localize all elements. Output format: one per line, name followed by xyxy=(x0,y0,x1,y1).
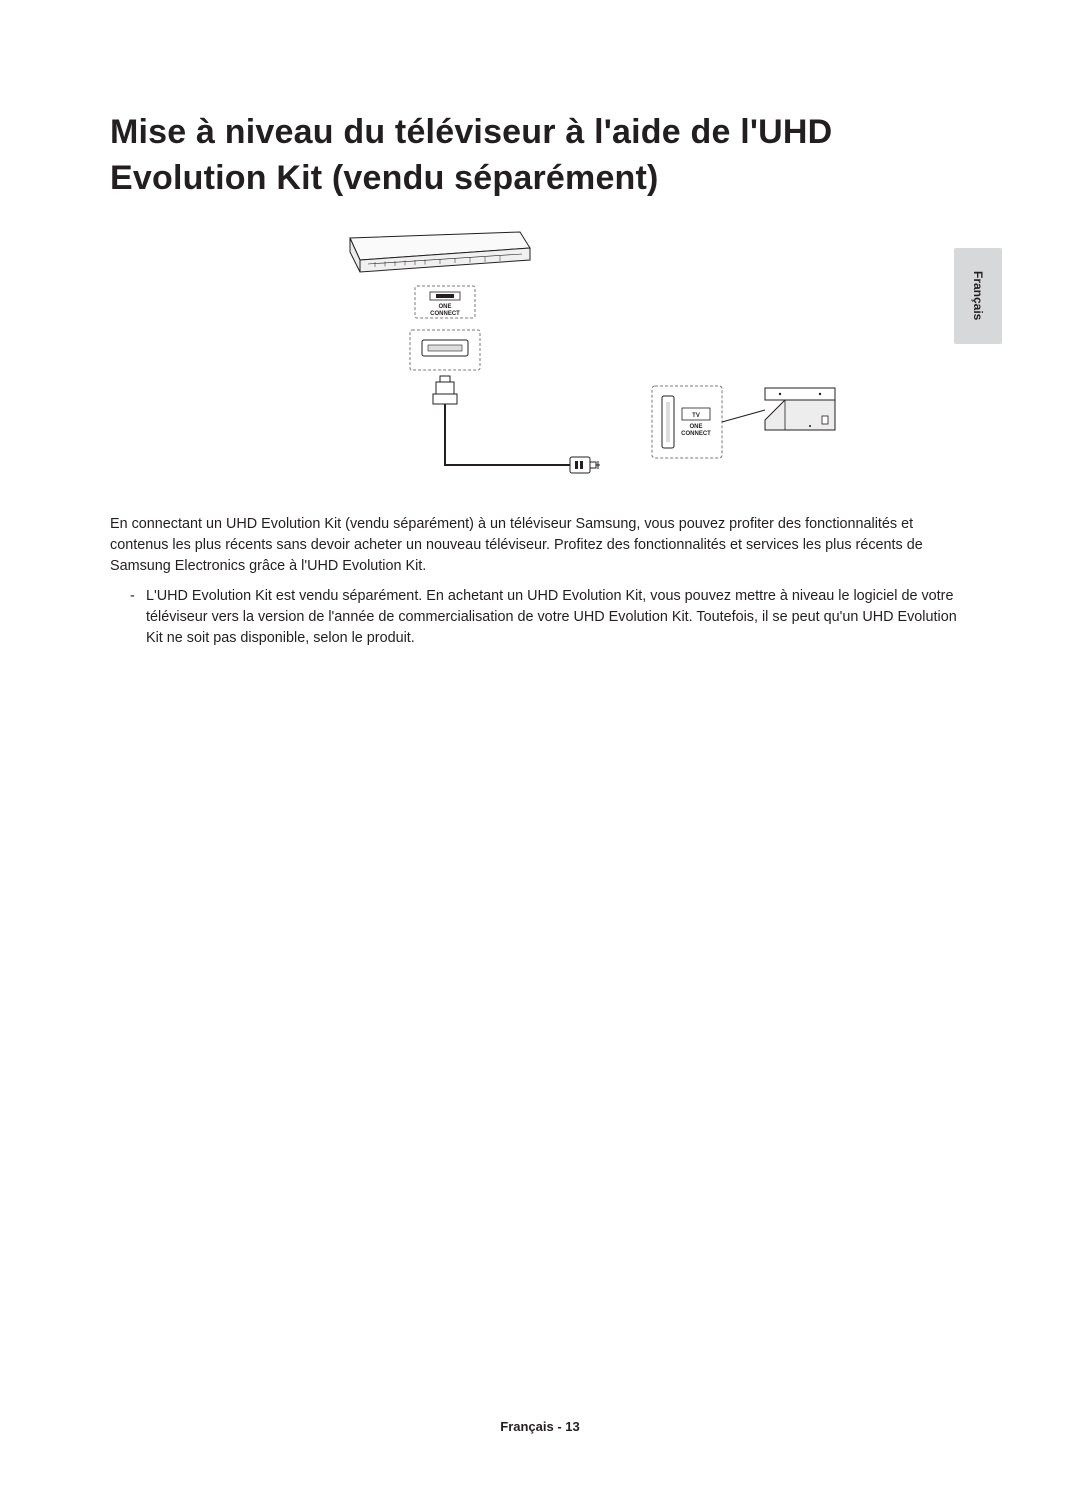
one-connect-port-label-bottom: CONNECT xyxy=(430,311,460,317)
cable-adapter-icon xyxy=(570,457,600,473)
diagram-svg: ONE CONNECT xyxy=(240,230,840,490)
one-connect-box-icon xyxy=(350,232,530,272)
tv-port-label-mid: ONE xyxy=(689,424,702,430)
connection-diagram: ONE CONNECT xyxy=(110,230,970,490)
cable-plug-icon xyxy=(433,376,570,465)
intro-paragraph: En connectant un UHD Evolution Kit (vend… xyxy=(110,514,970,577)
page-footer: Français - 13 xyxy=(0,1419,1080,1434)
language-tab: Français xyxy=(954,248,1002,344)
language-tab-label: Français xyxy=(971,271,985,320)
one-connect-port-label-top: ONE xyxy=(438,304,451,310)
evolution-kit-icon xyxy=(765,388,835,430)
note-item: L'UHD Evolution Kit est vendu séparément… xyxy=(130,586,970,649)
tv-port-label-top: TV xyxy=(692,413,700,419)
note-list: L'UHD Evolution Kit est vendu séparément… xyxy=(110,586,970,649)
page-title: Mise à niveau du téléviseur à l'aide de … xyxy=(110,110,970,202)
tv-port-label-bottom: CONNECT xyxy=(681,431,711,437)
